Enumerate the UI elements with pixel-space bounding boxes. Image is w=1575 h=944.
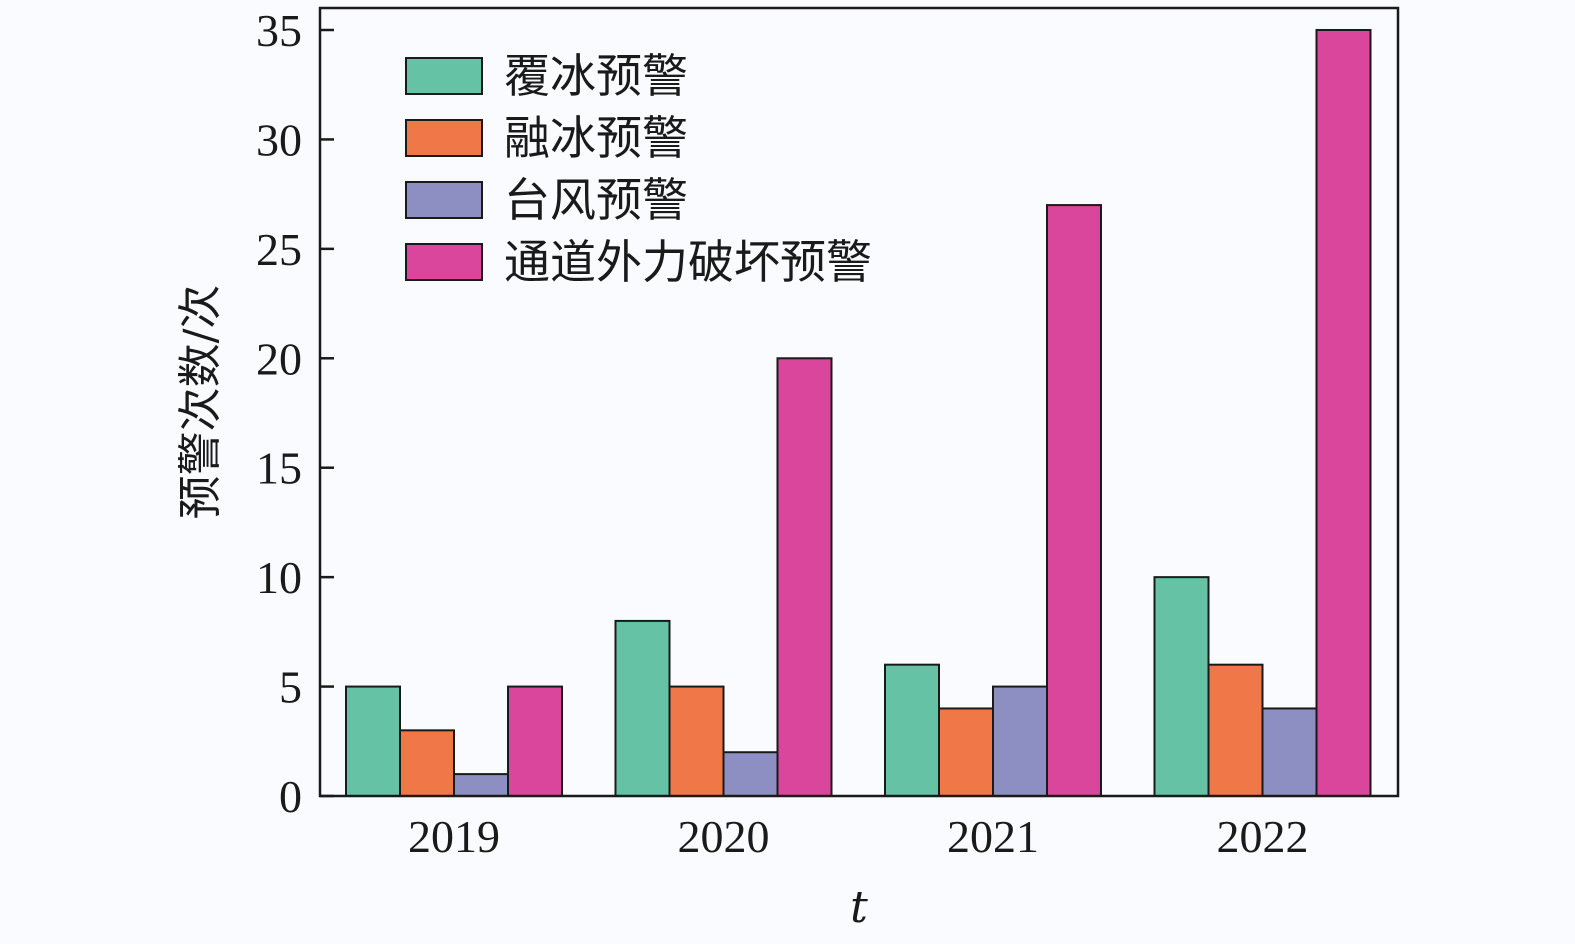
y-tick-labels: 0 5 10 15 20 25 30 35	[256, 5, 334, 822]
x-tick-labels: 2019 2020 2021 2022	[408, 811, 1309, 862]
plot-frame	[318, 6, 1400, 798]
bar-2019-3	[453, 773, 509, 797]
bar-2020-2	[668, 685, 725, 797]
bar-2021-4	[1046, 204, 1102, 798]
y-axis-title: 预警次数/次	[175, 285, 226, 520]
legend-label: 融冰预警	[504, 111, 688, 165]
legend-swatch	[405, 243, 483, 281]
x-tick-label: 2021	[947, 811, 1039, 862]
legend-label: 台风预警	[504, 173, 688, 227]
bar-2019-1	[345, 685, 401, 797]
legend-swatch	[405, 181, 483, 219]
y-tick-label: 25	[256, 224, 302, 275]
x-axis-title: t	[850, 882, 868, 933]
y-tick-label: 10	[256, 552, 302, 603]
bars	[345, 29, 1372, 798]
legend-swatch	[405, 119, 483, 157]
y-tick-label: 30	[256, 114, 302, 165]
x-tick-label: 2020	[678, 811, 770, 862]
legend-label: 通道外力破坏预警	[504, 235, 872, 289]
bar-2020-3	[722, 751, 779, 798]
bar-2021-3	[992, 685, 1048, 797]
y-tick-label: 20	[256, 333, 302, 384]
bar-2020-1	[614, 619, 671, 798]
x-tick-label: 2019	[408, 811, 500, 862]
y-tick-label: 0	[279, 771, 302, 822]
x-tick-label: 2022	[1217, 811, 1309, 862]
bar-2020-4	[776, 357, 833, 797]
bar-2019-2	[399, 729, 455, 797]
bar-2021-1	[884, 663, 940, 798]
bar-2022-2	[1207, 663, 1264, 798]
bar-2021-2	[938, 707, 994, 798]
bar-2019-4	[507, 685, 563, 797]
y-tick-label: 15	[256, 443, 302, 494]
legend-swatch	[405, 57, 483, 95]
legend-label: 覆冰预警	[504, 49, 688, 103]
y-tick-label: 35	[256, 5, 302, 56]
y-tick-label: 5	[279, 662, 302, 713]
bar-2022-3	[1261, 707, 1318, 798]
bar-2022-4	[1315, 29, 1372, 797]
bar-2022-1	[1153, 576, 1210, 798]
